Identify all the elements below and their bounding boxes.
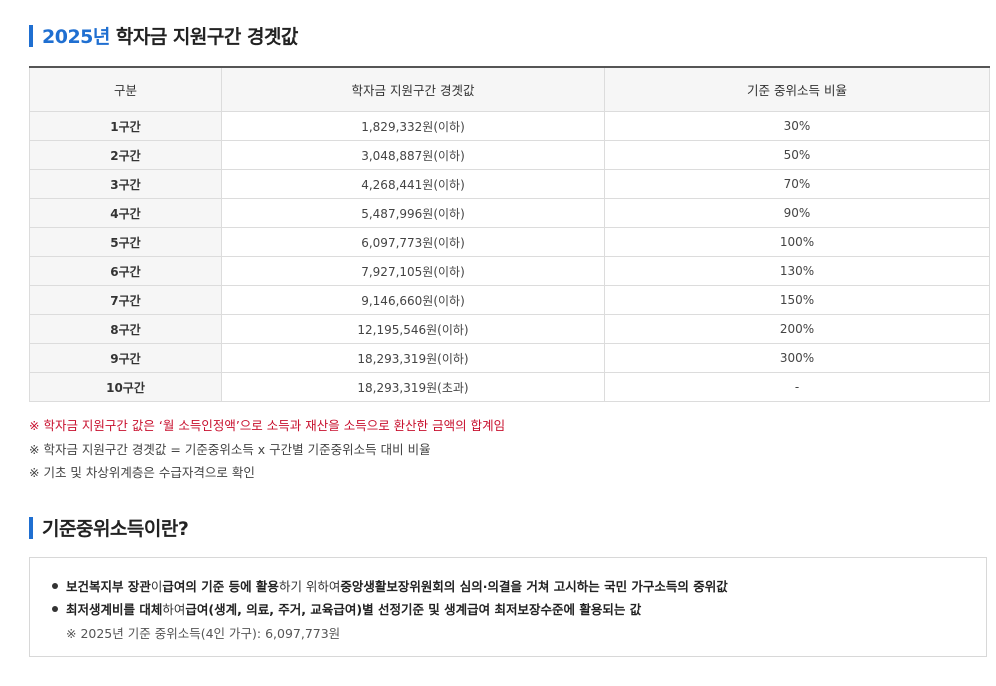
- definition-text-bold: 급여의 기준 등에 활용: [162, 579, 279, 594]
- row-threshold: 7,927,105원(이하): [221, 256, 605, 286]
- definition-text-bold: 최저생계비를 대체: [66, 602, 163, 617]
- definition-box: 보건복지부 장관 이 급여의 기준 등에 활용 하기 위하여 중앙생활보장위원회…: [29, 557, 987, 657]
- table-row: 1구간 1,829,332원(이하) 30%: [29, 111, 990, 141]
- row-ratio: 50%: [604, 140, 990, 170]
- row-threshold: 1,829,332원(이하): [221, 111, 605, 141]
- definition-text-bold: 중앙생활보장위원회의 심의·의결을 거쳐 고시하는 국민 가구소득의 중위값: [340, 579, 728, 594]
- table-row: 2구간 3,048,887원(이하) 50%: [29, 140, 990, 170]
- title-accent-bar: [29, 516, 33, 539]
- title-text: 학자금 지원구간 경곗값: [115, 26, 299, 48]
- row-threshold: 12,195,546원(이하): [221, 314, 605, 344]
- table-header-row: 구분 학자금 지원구간 경곗값 기준 중위소득 비율: [29, 67, 990, 112]
- row-label: 8구간: [29, 314, 222, 344]
- row-label: 3구간: [29, 169, 222, 199]
- table-row: 5구간 6,097,773원(이하) 100%: [29, 227, 990, 257]
- row-threshold: 9,146,660원(이하): [221, 285, 605, 315]
- column-header-category: 구분: [29, 67, 222, 112]
- table-row: 6구간 7,927,105원(이하) 130%: [29, 256, 990, 286]
- row-label: 2구간: [29, 140, 222, 170]
- bullet-icon: [52, 582, 58, 589]
- title-year: 2025년: [42, 26, 110, 48]
- table-row: 3구간 4,268,441원(이하) 70%: [29, 169, 990, 199]
- row-threshold: 4,268,441원(이하): [221, 169, 605, 199]
- definition-text: 하기 위하여: [278, 579, 341, 594]
- row-threshold: 3,048,887원(이하): [221, 140, 605, 170]
- row-ratio: 300%: [604, 343, 990, 373]
- row-ratio: -: [604, 372, 990, 402]
- column-header-threshold: 학자금 지원구간 경곗값: [221, 67, 605, 112]
- table-row: 9구간 18,293,319원(이하) 300%: [29, 343, 990, 373]
- table-row: 7구간 9,146,660원(이하) 150%: [29, 285, 990, 315]
- note-threshold-formula: ※ 학자금 지원구간 경곗값 = 기준중위소득 x 구간별 기준중위소득 대비 …: [29, 441, 431, 457]
- row-ratio: 150%: [604, 285, 990, 315]
- definition-text: 하여: [162, 602, 186, 617]
- median-income-note: ※ 2025년 기준 중위소득(4인 가구): 6,097,773원: [66, 626, 341, 641]
- row-threshold: 18,293,319원(이하): [221, 343, 605, 373]
- row-label: 5구간: [29, 227, 222, 257]
- row-ratio: 30%: [604, 111, 990, 141]
- definition-text: 이: [150, 579, 163, 594]
- bullet-icon: [52, 605, 58, 612]
- table-row: 4구간 5,487,996원(이하) 90%: [29, 198, 990, 228]
- definition-item-2: 최저생계비를 대체 하여 급여(생계, 의료, 주거, 교육급여)별 선정기준 …: [52, 599, 641, 618]
- row-ratio: 130%: [604, 256, 990, 286]
- row-threshold: 18,293,319원(초과): [221, 372, 605, 402]
- row-label: 1구간: [29, 111, 222, 141]
- definition-text-bold: 보건복지부 장관: [66, 579, 151, 594]
- row-label: 6구간: [29, 256, 222, 286]
- note-income-definition: ※ 학자금 지원구간 값은 ‘월 소득인정액’으로 소득과 재산을 소득으로 환…: [29, 418, 506, 433]
- title-accent-bar: [29, 24, 33, 47]
- title-text: 기준중위소득이란?: [42, 518, 189, 540]
- row-label: 4구간: [29, 198, 222, 228]
- threshold-table: 구분 학자금 지원구간 경곗값 기준 중위소득 비율 1구간 1,829,332…: [29, 66, 990, 402]
- row-ratio: 200%: [604, 314, 990, 344]
- row-label: 10구간: [29, 372, 222, 402]
- table-row: 8구간 12,195,546원(이하) 200%: [29, 314, 990, 344]
- column-header-ratio: 기준 중위소득 비율: [604, 67, 990, 112]
- definition-text-bold: 급여(생계, 의료, 주거, 교육급여)별 선정기준 및 생계급여 최저보장수준…: [185, 602, 642, 617]
- row-ratio: 100%: [604, 227, 990, 257]
- section-title-thresholds: 2025년 학자금 지원구간 경곗값: [29, 22, 298, 49]
- definition-item-1: 보건복지부 장관 이 급여의 기준 등에 활용 하기 위하여 중앙생활보장위원회…: [52, 576, 728, 595]
- row-threshold: 6,097,773원(이하): [221, 227, 605, 257]
- table-row: 10구간 18,293,319원(초과) -: [29, 372, 990, 402]
- row-ratio: 90%: [604, 198, 990, 228]
- section-title-median-income: 기준중위소득이란?: [29, 514, 189, 541]
- table-notes: ※ 학자금 지원구간 값은 ‘월 소득인정액’으로 소득과 재산을 소득으로 환…: [29, 414, 505, 485]
- note-basic-recipients: ※ 기초 및 차상위계층은 수급자격으로 확인: [29, 465, 255, 480]
- row-label: 7구간: [29, 285, 222, 315]
- row-threshold: 5,487,996원(이하): [221, 198, 605, 228]
- row-label: 9구간: [29, 343, 222, 373]
- row-ratio: 70%: [604, 169, 990, 199]
